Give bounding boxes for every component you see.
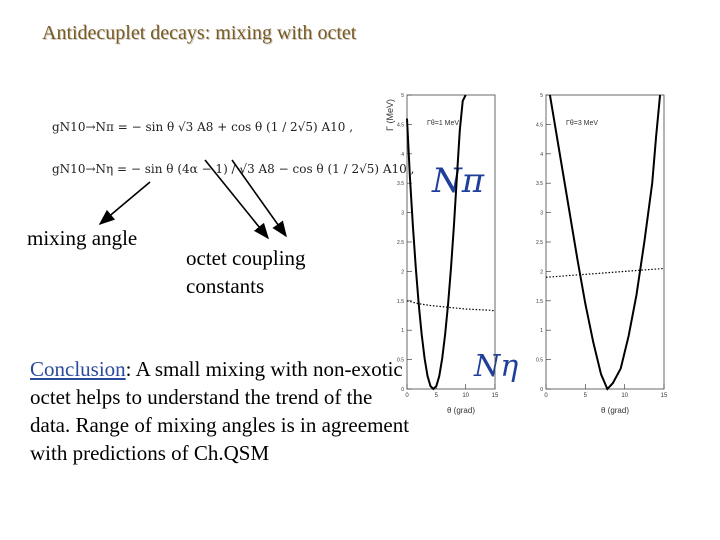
panel2-frame [545,94,665,390]
panel2-x-tick-label: 15 [661,393,668,399]
arrow-to-mixing-angle [98,181,151,226]
panel2-annotation: Γθ=3 MeV [566,120,598,127]
panel1-y-tick-label: 0 [401,387,404,393]
conclusion-text: : A small mixing with non-exotic octet h… [30,357,410,465]
panel2-y-tick-label: 3 [540,211,543,217]
panel2-y-tick-label: 4 [540,152,543,158]
panel2-y-tick-label: 5 [540,93,543,99]
arrow-to-octet-coupling-2 [231,159,287,238]
panel2-y-tick-label: 3.5 [536,181,543,187]
conclusion-keyword: Conclusion [30,357,126,381]
panel2-y-tick-label: 1 [540,328,543,334]
panel2-x-tick-label: 0 [544,393,548,399]
slide-title: Antidecuplet decays: mixing with octet [42,22,357,44]
panel2-y-tick-label: 1.5 [536,299,543,305]
panel1-y-tick-label: 4.5 [397,122,404,128]
arrow-to-octet-coupling-1 [204,159,270,240]
panel2-y-tick-label: 2 [540,269,543,275]
panel1-y-tick-label: 1 [401,328,404,334]
panel2-y-tick-label: 2.5 [536,240,543,246]
octet-coupling-line2: constants [186,274,265,298]
panel2-series-1-solid-line [548,94,662,391]
panel2-y-tick-label: 0 [540,387,543,393]
panel1-series-2-dotted-line [406,300,496,312]
panel2-x-axis-label: θ (grad) [601,406,629,415]
panel1-y-tick-label: 2.5 [397,240,404,246]
equation-n-pi-text: gN10→Nπ = − sin θ √3 A8 + cos θ (1 / 2√5… [52,120,354,134]
panel2-x-tick-label: 10 [621,393,628,399]
panel2-series-2-dotted-line [545,267,665,278]
n-eta-symbol: Nη [473,349,518,384]
panel2-y-tick-label: 4.5 [536,122,543,128]
panel1-x-tick-label: 15 [492,393,499,399]
panel1-x-tick-label: 10 [462,393,469,399]
panel1-annotation: Γθ=1 MeV [427,120,459,127]
conclusion-paragraph: Conclusion: A small mixing with non-exot… [30,355,410,467]
panel2-y-tick-label: 0.5 [536,358,543,364]
panel1-y-tick-label: 0.5 [397,358,404,364]
equation-n-eta: gN10→Nη = − sin θ (4α − 1) / √3 A8 − cos… [52,162,414,176]
panel1-y-tick-label: 4 [401,152,404,158]
panel1-series-1-solid-line [406,94,467,391]
panel1-x-tick-label: 0 [405,393,409,399]
panel2-x-tick-label: 5 [584,393,588,399]
octet-coupling-label: octet coupling constants [186,244,306,300]
mixing-angle-label: mixing angle [27,226,138,250]
panel1-y-tick-label: 1.5 [397,299,404,305]
panel1-x-axis-label: θ (grad) [447,406,475,415]
panel1-y-tick-label: 3 [401,211,404,217]
equation-n-eta-text: gN10→Nη = − sin θ (4α − 1) / √3 A8 − cos… [52,162,415,176]
octet-coupling-line1: octet coupling [186,246,306,270]
panel1-y-axis-label: Γ (MeV) [385,99,395,131]
panel1-y-tick-label: 3.5 [397,181,404,187]
equation-n-pi: gN10→Nπ = − sin θ √3 A8 + cos θ (1 / 2√5… [52,120,353,134]
panel1-frame [406,94,496,390]
panel1-y-tick-label: 5 [401,93,404,99]
panel1-x-tick-label: 5 [435,393,439,399]
panel1-y-tick-label: 2 [401,269,404,275]
